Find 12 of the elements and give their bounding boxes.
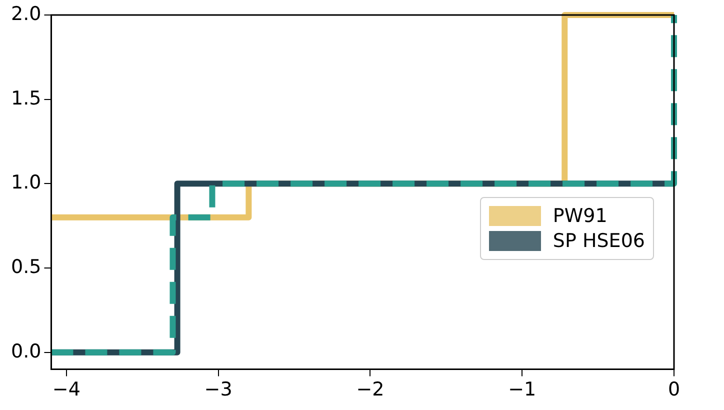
x-tick-label: −3 xyxy=(204,378,232,401)
legend-label: PW91 xyxy=(552,205,608,227)
x-tick-label: −2 xyxy=(356,378,384,401)
y-tick-label: 1.0 xyxy=(11,172,42,194)
x-tick-label: 0 xyxy=(668,378,680,401)
y-tick-label: 2.0 xyxy=(11,2,42,25)
x-tick-label: −4 xyxy=(52,378,80,401)
y-tick-label: 1.5 xyxy=(11,87,42,110)
legend-label: SP HSE06 xyxy=(552,230,645,252)
y-tick-label: 0.5 xyxy=(11,256,42,278)
y-tick-label: 0.0 xyxy=(11,340,42,362)
x-tick-label: −1 xyxy=(508,378,536,401)
